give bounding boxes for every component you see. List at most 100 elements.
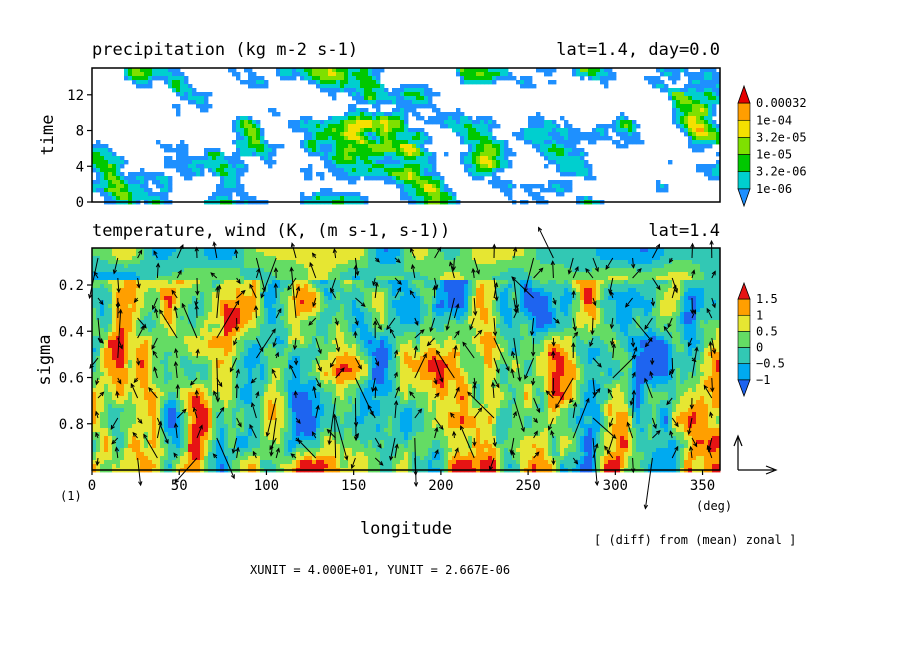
temp-cell xyxy=(288,292,293,297)
precip-cell xyxy=(336,144,341,149)
temp-cell xyxy=(136,292,141,297)
temp-cell xyxy=(576,296,581,301)
precip-cell xyxy=(240,188,245,193)
temp-cell xyxy=(392,268,397,273)
temp-cell xyxy=(468,276,473,281)
temp-cell xyxy=(584,264,589,269)
temp-cell xyxy=(552,264,557,269)
temp-cell xyxy=(332,260,337,265)
temp-cell xyxy=(224,268,229,273)
temp-cell xyxy=(500,284,505,289)
precip-cell xyxy=(468,160,473,165)
temp-cell xyxy=(304,296,309,301)
precip-cell xyxy=(108,184,113,189)
precip-cell xyxy=(372,132,377,137)
temp-cell xyxy=(544,308,549,313)
precip-cell xyxy=(92,148,97,153)
precip-cell xyxy=(472,144,477,149)
precip-cell xyxy=(700,132,705,137)
temp-cell xyxy=(372,256,377,261)
precip-cell xyxy=(700,128,705,133)
temp-cell xyxy=(364,252,369,257)
temp-cell xyxy=(712,292,717,297)
precip-cell xyxy=(708,144,713,149)
precip-cell xyxy=(704,120,709,125)
precip-cell xyxy=(504,68,509,73)
precip-cell xyxy=(368,72,373,77)
temp-subtitle: lat=1.4 xyxy=(648,221,720,241)
precip-cell xyxy=(316,144,321,149)
temp-cell xyxy=(292,252,297,257)
temp-cell xyxy=(696,300,701,305)
precip-cell xyxy=(672,116,677,121)
precip-cell xyxy=(420,196,425,201)
precip-cell xyxy=(512,184,517,189)
precip-cell xyxy=(176,88,181,93)
temp-cell xyxy=(628,300,633,305)
temp-cell xyxy=(504,284,509,289)
temp-cell xyxy=(416,284,421,289)
temp-cell xyxy=(668,308,673,313)
temp-cell xyxy=(432,312,437,317)
temp-cell xyxy=(268,304,273,309)
precip-cell xyxy=(560,160,565,165)
precip-cell xyxy=(360,172,365,177)
precip-cell xyxy=(232,164,237,169)
temp-cell xyxy=(612,256,617,261)
temp-cell xyxy=(592,256,597,261)
temp-cell xyxy=(592,264,597,269)
temp-cell xyxy=(276,268,281,273)
temp-cell xyxy=(336,276,341,281)
precip-cell xyxy=(492,136,497,141)
temp-cell xyxy=(596,248,601,253)
temp-cell xyxy=(160,276,165,281)
temp-cell xyxy=(316,288,321,293)
temp-cell xyxy=(416,308,421,313)
precip-cell xyxy=(420,156,425,161)
temp-cell xyxy=(448,288,453,293)
temp-cell xyxy=(592,296,597,301)
temp-cell xyxy=(452,300,457,305)
precip-cell xyxy=(372,84,377,89)
temp-cell xyxy=(660,308,665,313)
precip-cell xyxy=(240,132,245,137)
temp-cell xyxy=(580,288,585,293)
precip-cell xyxy=(480,80,485,85)
temp-cell xyxy=(272,248,277,253)
temp-cell xyxy=(612,276,617,281)
precip-cell xyxy=(180,76,185,81)
temp-cell xyxy=(660,276,665,281)
precip-cell xyxy=(628,136,633,141)
precip-cell xyxy=(144,196,149,201)
precip-cell xyxy=(168,144,173,149)
temp-cell xyxy=(224,300,229,305)
temp-cell xyxy=(316,268,321,273)
temp-cell xyxy=(552,268,557,273)
temp-cell xyxy=(272,312,277,317)
temp-cell xyxy=(252,252,257,257)
temp-cell xyxy=(684,252,689,257)
precip-cell xyxy=(684,84,689,89)
precip-cell xyxy=(212,196,217,201)
precip-cell xyxy=(716,132,721,137)
precip-cell xyxy=(112,160,117,165)
temp-cell xyxy=(328,264,333,269)
precip-cell xyxy=(404,120,409,125)
temp-cell xyxy=(396,248,401,253)
precip-cell xyxy=(684,92,689,97)
precip-cell xyxy=(436,180,441,185)
precip-cell xyxy=(344,156,349,161)
temp-cell xyxy=(276,252,281,257)
precip-cell xyxy=(564,160,569,165)
precip-cell xyxy=(480,140,485,145)
precip-cell xyxy=(252,120,257,125)
temp-cell xyxy=(228,292,233,297)
precip-cell xyxy=(216,196,221,201)
temp-cell xyxy=(644,268,649,273)
precip-cell xyxy=(660,188,665,193)
temp-cell xyxy=(444,280,449,285)
precip-cell xyxy=(708,132,713,137)
precip-cell xyxy=(96,156,101,161)
temp-cell xyxy=(292,264,297,269)
temp-cell xyxy=(320,300,325,305)
